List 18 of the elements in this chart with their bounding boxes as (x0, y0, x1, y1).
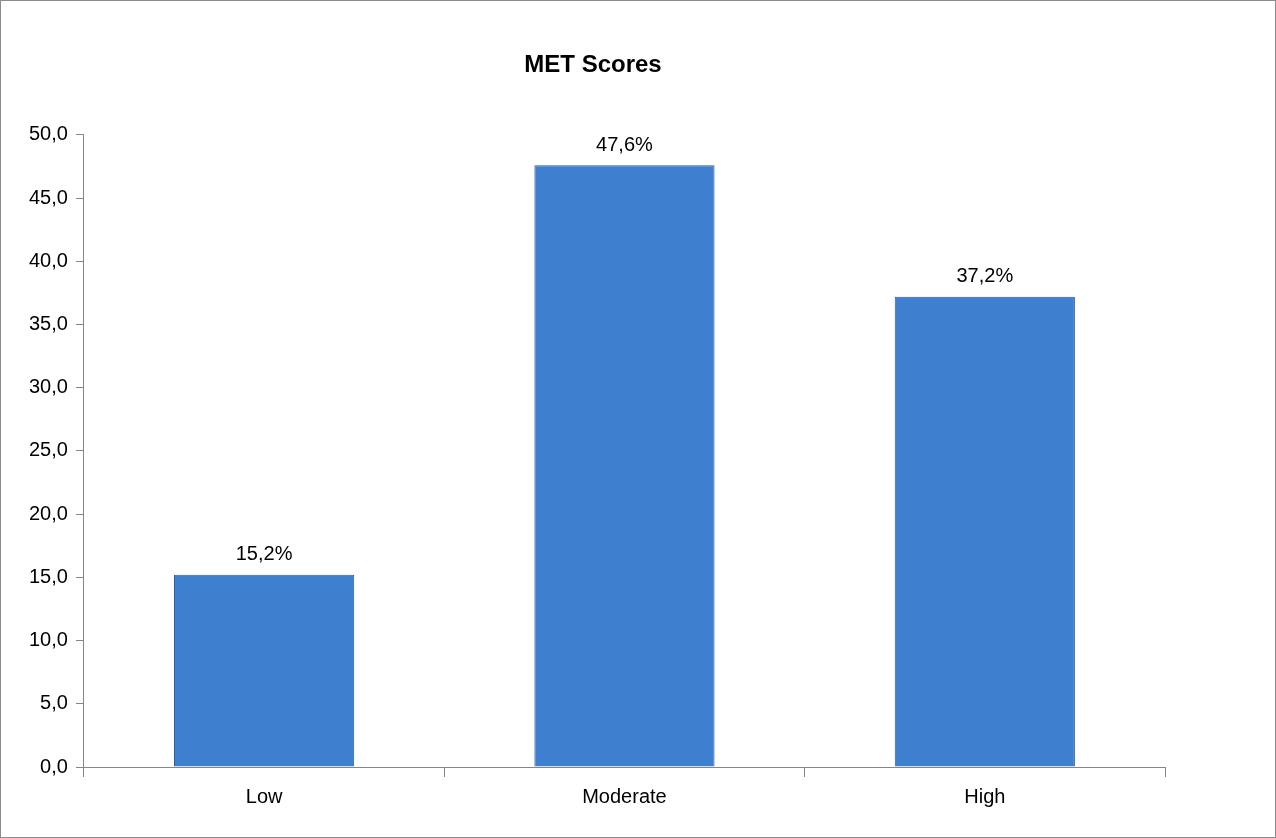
y-tick-label: 5,0 (40, 691, 68, 714)
y-tick-label: 45,0 (28, 185, 68, 208)
y-tick-label: 30,0 (28, 375, 68, 398)
y-tick-label: 25,0 (28, 438, 68, 461)
x-tick-label: High (964, 784, 1006, 807)
data-label: 47,6% (596, 132, 654, 155)
y-tick-label: 20,0 (28, 501, 68, 524)
data-label: 37,2% (956, 264, 1014, 287)
chart-title: MET Scores (524, 50, 662, 78)
y-tick-label: 15,0 (28, 564, 68, 587)
y-tick-label: 50,0 (28, 122, 68, 145)
y-tick-label: 0,0 (40, 754, 68, 777)
y-tick-label: 10,0 (28, 628, 68, 651)
y-tick-label: 40,0 (28, 248, 68, 271)
y-tick-label: 35,0 (28, 311, 68, 334)
data-label: 15,2% (235, 542, 293, 565)
x-tick-label: Moderate (582, 784, 667, 807)
x-tick-label: Low (245, 784, 283, 807)
